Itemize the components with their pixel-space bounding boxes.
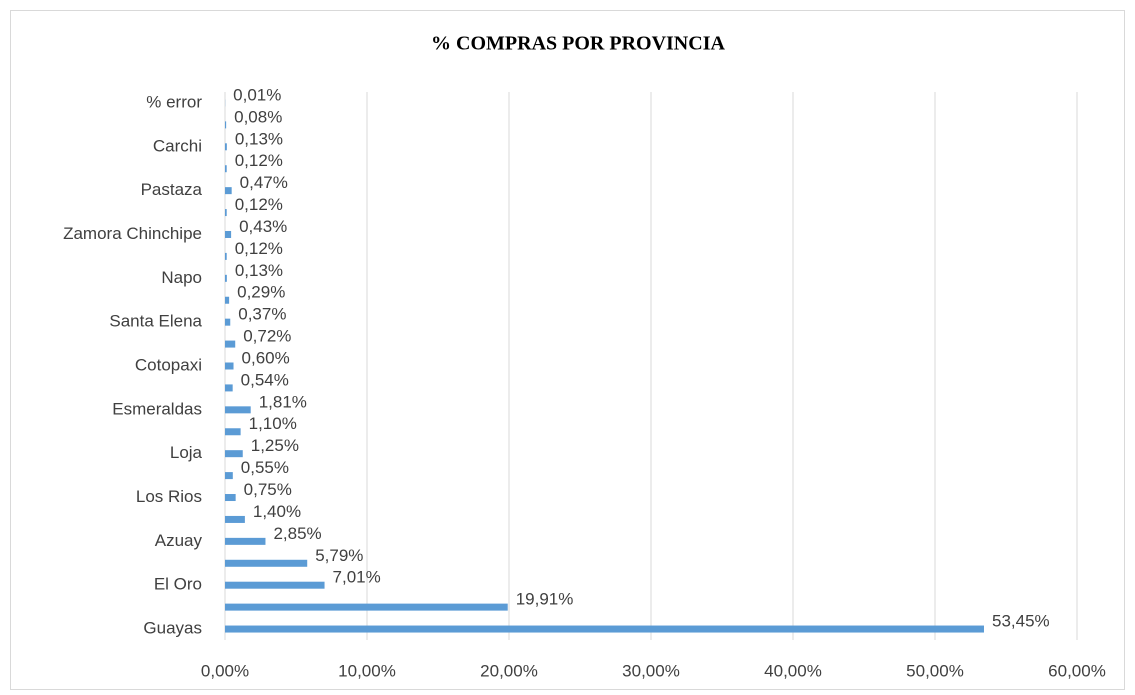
bar <box>225 230 232 238</box>
bar <box>225 625 984 633</box>
y-tick-label: Santa Elena <box>109 312 202 331</box>
bar <box>225 209 227 217</box>
x-tick-label: 0,00% <box>201 661 249 680</box>
y-tick-label: Pastaza <box>141 180 203 199</box>
data-label: 0,72% <box>243 327 291 346</box>
bar <box>225 362 234 370</box>
bar <box>225 121 227 129</box>
data-label: 1,25% <box>251 436 299 455</box>
data-label: 0,60% <box>242 348 290 367</box>
bar <box>225 187 232 195</box>
data-label: 0,12% <box>235 151 283 170</box>
data-label: 0,47% <box>240 173 288 192</box>
bar <box>225 318 231 326</box>
x-tick-label: 40,00% <box>764 661 822 680</box>
y-tick-label: El Oro <box>154 575 202 594</box>
chart-title: % COMPRAS POR PROVINCIA <box>431 33 725 55</box>
bar <box>225 428 241 436</box>
bar <box>225 559 308 567</box>
y-tick-label: Napo <box>161 268 202 287</box>
y-tick-label: Guayas <box>143 619 202 638</box>
data-label: 1,10% <box>249 414 297 433</box>
data-label: 1,81% <box>259 392 307 411</box>
bar <box>225 494 236 502</box>
data-label: 0,55% <box>241 458 289 477</box>
bar <box>225 296 230 304</box>
x-tick-label: 60,00% <box>1048 661 1106 680</box>
data-label: 19,91% <box>516 590 574 609</box>
y-tick-label: Esmeraldas <box>112 399 202 418</box>
bar <box>225 340 236 348</box>
x-tick-label: 10,00% <box>338 661 396 680</box>
data-label: 0,75% <box>244 480 292 499</box>
data-label: 2,85% <box>273 524 321 543</box>
data-label: 1,40% <box>253 502 301 521</box>
bar <box>225 252 227 260</box>
bar <box>225 515 245 523</box>
bar <box>225 537 266 545</box>
bar <box>225 274 227 282</box>
data-label: 7,01% <box>333 568 381 587</box>
bar <box>225 603 508 611</box>
bar <box>225 581 325 589</box>
x-tick-label: 20,00% <box>480 661 538 680</box>
bar <box>225 143 227 151</box>
y-tick-label: Azuay <box>155 531 203 550</box>
x-tick-label: 50,00% <box>906 661 964 680</box>
data-label: 0,43% <box>239 217 287 236</box>
data-label: 0,08% <box>234 107 282 126</box>
data-label: 0,01% <box>233 85 281 104</box>
y-tick-label: Los Rios <box>136 487 202 506</box>
bar <box>225 384 233 392</box>
bar <box>225 450 243 458</box>
y-tick-label: Loja <box>170 443 203 462</box>
y-tick-label: Cotopaxi <box>135 355 202 374</box>
data-label: 0,13% <box>235 129 283 148</box>
y-tick-label: % error <box>146 92 202 111</box>
data-label: 0,29% <box>237 283 285 302</box>
data-label: 0,12% <box>235 195 283 214</box>
bar <box>225 472 233 480</box>
data-label: 0,13% <box>235 261 283 280</box>
bar <box>225 406 251 414</box>
data-label: 0,12% <box>235 239 283 258</box>
chart-border <box>10 10 1125 690</box>
data-label: 53,45% <box>992 612 1050 631</box>
y-tick-label: Zamora Chinchipe <box>63 224 202 243</box>
data-label: 0,37% <box>238 305 286 324</box>
bar <box>225 165 227 173</box>
y-tick-label: Carchi <box>153 136 202 155</box>
x-tick-label: 30,00% <box>622 661 680 680</box>
data-label: 5,79% <box>315 546 363 565</box>
data-label: 0,54% <box>241 370 289 389</box>
